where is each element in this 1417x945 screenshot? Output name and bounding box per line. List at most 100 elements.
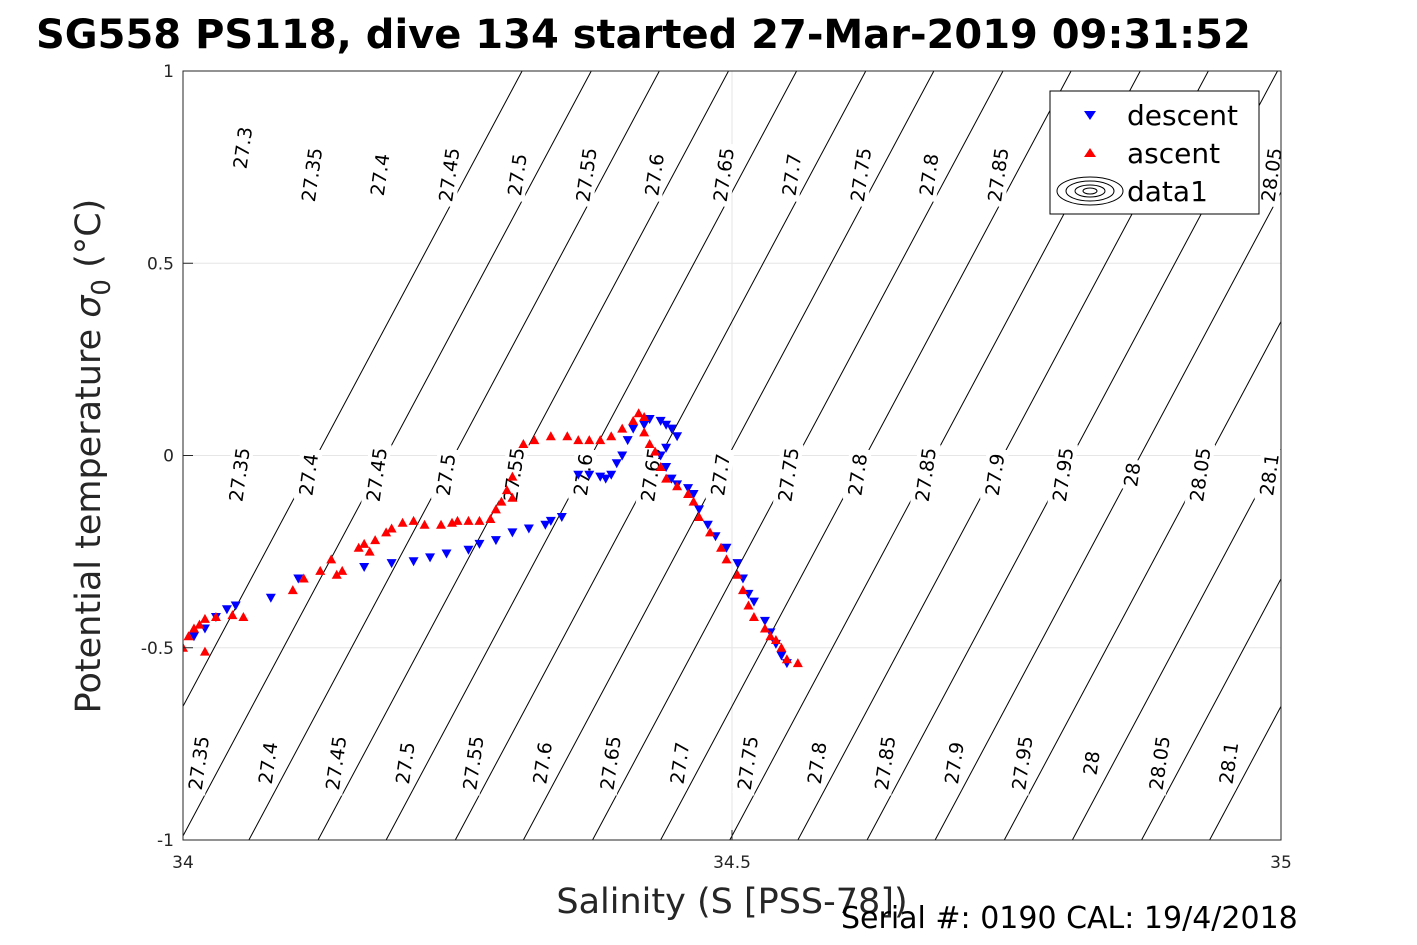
contour-label-text: 28.1 [1256,452,1284,497]
ascent-point [732,569,743,579]
contour-label-background [635,441,667,508]
ascent-point [381,527,392,537]
contour-label-background [705,447,735,502]
ascent-point [501,485,512,495]
x-tick-label: 35 [1270,853,1292,873]
contour-label-background [845,141,876,208]
ascent-point [770,635,781,645]
ascent-point [743,600,754,610]
legend-ascent-label: ascent [1127,137,1220,170]
contour-label: 27.4 [253,735,282,791]
ascent-point [737,585,748,595]
x-tick-label: 34.5 [713,853,751,873]
y-tick-label: -0.5 [141,639,174,659]
ascent-point [298,573,309,583]
contour-label-background [293,447,323,502]
contour-label: 27.9 [980,447,1009,502]
contour-label-background [431,447,461,502]
contour-label-background [708,141,739,208]
y-tick-label: 1 [163,62,174,82]
contour-label-background [502,147,532,202]
contour-label-background [227,120,257,176]
contour-label-background [772,441,804,508]
contour-label-background [1118,458,1145,491]
legend-descent-marker [1084,111,1096,120]
contour-label-background [982,141,1014,208]
contour-label: 27.9 [939,735,969,791]
descent-point [661,463,672,473]
contour-label-background [732,730,763,796]
contour-label: 28.1 [1254,447,1284,502]
contour-label-text: 28.05 [1258,146,1287,203]
ascent-point [655,462,666,472]
ascent-point [633,408,644,418]
y-axis-label-symbol: σ [69,294,109,318]
y-tick-label: 0 [163,447,174,467]
ascent-point [628,415,639,425]
contour-label-background [802,735,832,791]
ascent-point [765,631,776,641]
ascent-point [584,435,595,445]
contour-label: 27.7 [664,735,694,791]
ascent-point [644,438,655,448]
descent-point [230,601,241,611]
ascent-point [419,519,430,529]
y-axis-label-unit: (°C) [69,199,109,279]
contour-label: 27.4 [293,447,323,502]
ascent-point [474,515,485,525]
ascent-point [490,504,501,514]
ascent-point [370,535,381,545]
data-points [183,408,803,669]
ascent-point [183,631,194,641]
ascent-point [716,542,727,552]
contour-label-background [1254,447,1281,502]
contour-label: 28 [1118,458,1145,491]
ascent-point [199,646,210,656]
contour-label-background [664,735,694,791]
ascent-point [507,471,518,481]
ascent-point [485,513,496,523]
contour-label-background [842,447,872,502]
legend-descent-label: descent [1127,99,1238,132]
descent-point [672,432,683,442]
contour-label: 28 [1078,746,1105,780]
contour-label-background [914,147,944,202]
descent-point [732,559,743,569]
descent-point [425,553,436,563]
contour-label: 27.75 [772,441,804,508]
descent-point [666,474,677,484]
contour-label-background [869,730,901,796]
y-axis-label-subscript: 0 [87,279,117,296]
descent-point [545,516,556,526]
ascent-point [639,412,650,422]
descent-point [748,597,759,607]
ascent-point [639,427,650,437]
contour-label: 28.05 [1184,441,1216,508]
x-axis-label: Salinity (S [PSS-78]) [556,882,907,922]
contour-label-background [776,147,806,202]
descent-point [540,520,551,530]
ascent-point [210,611,221,621]
contour-label: 27.6 [568,447,598,502]
descent-point [293,574,304,584]
descent-point [622,436,633,446]
contour-label-text: 28 [1080,750,1105,777]
descent-point [523,524,534,534]
descent-point [573,470,584,480]
descent-point [683,484,694,494]
contour-label-background [183,730,214,796]
y-axis-label: Potential temperature σ0 (°C) [69,199,117,714]
density-contour-28.1 [1209,705,1281,840]
ascent-point [238,611,249,621]
contour-label: 27.4 [365,147,394,202]
contour-label-background [939,735,969,791]
ascent-point [650,446,661,456]
y-axis-label-main: Potential temperature [69,318,109,714]
contour-label: 27.8 [842,447,872,502]
ascent-point [606,431,617,441]
ascent-point [759,623,770,633]
legend-data1-label: data1 [1127,175,1208,208]
ascent-point [781,654,792,664]
ascent-point [672,481,683,491]
ascent-point [386,523,397,533]
